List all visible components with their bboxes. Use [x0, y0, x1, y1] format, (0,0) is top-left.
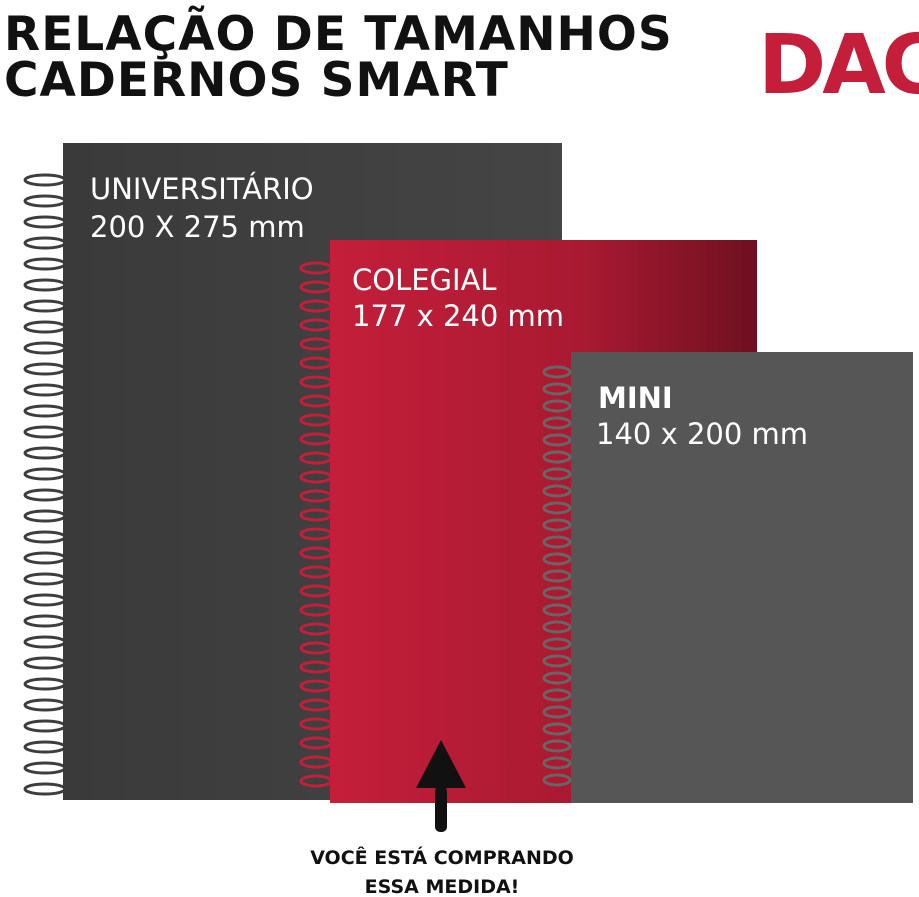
spiral-ring [23, 278, 67, 292]
notebook-name: MINI [598, 381, 673, 415]
spiral-ring [299, 337, 333, 351]
logo: DAC [758, 18, 919, 113]
notebook-size: 200 X 275 mm [90, 210, 305, 244]
spiral-ring [23, 236, 67, 250]
spiral-ring [23, 740, 67, 754]
notebook-name: UNIVERSITÁRIO [90, 172, 314, 206]
spiral-ring [23, 446, 67, 460]
spiral-ring [299, 432, 333, 446]
spiral-ring [23, 194, 67, 208]
spiral-ring [542, 484, 572, 498]
spiral-ring [542, 399, 572, 413]
spiral-ring [542, 654, 572, 668]
spiral-ring [299, 318, 333, 332]
spiral-ring [23, 341, 67, 355]
spiral-ring [23, 383, 67, 397]
spiral-ring [542, 739, 572, 753]
spiral-ring [23, 362, 67, 376]
spiral-ring [299, 261, 333, 275]
notebook-size: 140 x 200 mm [596, 417, 808, 451]
spiral-ring [542, 552, 572, 566]
spiral-ring [542, 365, 572, 379]
spiral-ring [299, 565, 333, 579]
spiral-ring [299, 660, 333, 674]
spiral-ring [542, 450, 572, 464]
spiral-ring [542, 756, 572, 770]
notebook-size: 177 x 240 mm [352, 299, 564, 333]
spiral-ring [23, 698, 67, 712]
spiral-ring [23, 467, 67, 481]
spiral-ring [542, 688, 572, 702]
notebook-name: COLEGIAL [352, 263, 497, 297]
spiral-ring [299, 603, 333, 617]
spiral-ring [23, 425, 67, 439]
spiral-ring [23, 782, 67, 796]
spiral-ring [299, 584, 333, 598]
spiral-ring [23, 614, 67, 628]
spiral-ring [542, 501, 572, 515]
spiral-ring [299, 546, 333, 560]
spiral-ring [542, 569, 572, 583]
spiral-ring [542, 773, 572, 787]
spiral-ring [542, 705, 572, 719]
spiral-ring [299, 451, 333, 465]
spiral-ring [23, 509, 67, 523]
spiral-ring [23, 488, 67, 502]
spiral-ring [542, 518, 572, 532]
spiral-ring [299, 717, 333, 731]
spiral-ring [542, 586, 572, 600]
spiral-ring [299, 679, 333, 693]
spiral-ring [23, 299, 67, 313]
spiral-ring [23, 656, 67, 670]
spiral-ring [23, 572, 67, 586]
spiral-ring [23, 761, 67, 775]
spiral-ring [23, 530, 67, 544]
spiral-ring [542, 433, 572, 447]
title-line: CADERNOS SMART [4, 53, 509, 108]
spiral-ring [299, 356, 333, 370]
spiral-ring [23, 257, 67, 271]
spiral-ring [299, 394, 333, 408]
spiral-ring [299, 489, 333, 503]
spiral-ring [542, 620, 572, 634]
callout-line: VOCÊ ESTÁ COMPRANDO [310, 846, 574, 869]
notebook-mini [571, 352, 913, 803]
spiral-ring [299, 755, 333, 769]
spiral-ring [299, 698, 333, 712]
spiral-ring [23, 719, 67, 733]
spiral-ring [299, 508, 333, 522]
spiral-ring [299, 280, 333, 294]
spiral-ring [23, 173, 67, 187]
spiral-ring [299, 470, 333, 484]
spiral-ring [23, 677, 67, 691]
spiral-ring [542, 722, 572, 736]
spiral-ring [23, 635, 67, 649]
spiral-ring [542, 467, 572, 481]
spiral-ring [23, 215, 67, 229]
spiral-ring [23, 404, 67, 418]
spiral-ring [542, 382, 572, 396]
title-line: RELAÇÃO DE TAMANHOS [4, 6, 673, 62]
spiral-ring [23, 593, 67, 607]
spiral-ring [23, 320, 67, 334]
spiral-ring [299, 527, 333, 541]
spiral-ring [542, 416, 572, 430]
spirals [23, 173, 67, 796]
spiral-ring [542, 671, 572, 685]
spiral-ring [299, 299, 333, 313]
arrow [416, 740, 466, 832]
spiral-ring [299, 736, 333, 750]
spirals [299, 261, 572, 788]
spiral-ring [23, 551, 67, 565]
callout-line: ESSA MEDIDA! [365, 876, 520, 897]
spiral-ring [542, 535, 572, 549]
spiral-ring [299, 413, 333, 427]
spiral-ring [299, 774, 333, 788]
spiral-ring [542, 637, 572, 651]
spiral-ring [299, 375, 333, 389]
spiral-ring [299, 641, 333, 655]
spiral-ring [542, 603, 572, 617]
spiral-ring [299, 622, 333, 636]
